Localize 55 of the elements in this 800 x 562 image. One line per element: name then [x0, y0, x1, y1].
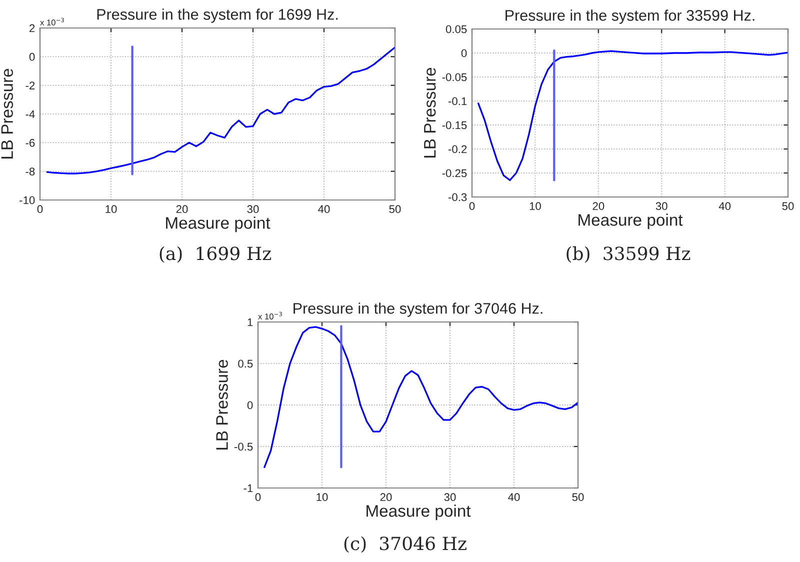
y-tick-label: -0.1 [448, 97, 467, 106]
text: (c) 37046 Hz [344, 536, 466, 553]
chart-title: Pressure in the system for 33599 Hz. [506, 10, 754, 24]
x-tick-label: 20 [380, 493, 392, 502]
y-tick-label: -4 [26, 110, 35, 118]
y-tick-label: -10 [20, 196, 35, 204]
x-tick-label: 30 [656, 202, 668, 210]
x-tick-label: 40 [508, 493, 520, 502]
chart-title: Pressure in the system for 1699 Hz. [97, 8, 338, 23]
y-tick-label: -0.5 [234, 442, 253, 451]
x-tick-label: 50 [572, 493, 584, 502]
y-tick-label: 2 [30, 24, 35, 32]
y-tick-label: -0.05 [442, 73, 467, 82]
y-tick-label: -1 [244, 484, 253, 492]
x-tick-label: 50 [782, 202, 794, 210]
y-tick-label: -0.15 [442, 121, 467, 130]
x-tick-label: 10 [316, 493, 328, 502]
x-tick-label: 40 [318, 205, 330, 214]
line-series [46, 46, 395, 174]
y-tick-label: 0 [461, 49, 467, 58]
y-axis-title: LB Pressure [1, 68, 14, 158]
x-tick-label: 10 [106, 205, 117, 214]
x-tick-label: 30 [444, 493, 456, 502]
x-tick-label: 0 [255, 493, 261, 502]
x-axis-title: Measure point [166, 216, 270, 232]
y-tick-label: -8 [26, 168, 35, 176]
x-tick-label: 40 [718, 202, 731, 210]
x-axis-title: Measure point [366, 504, 471, 520]
y-tick-label: -2 [26, 82, 35, 90]
x-tick-label: 10 [530, 202, 541, 210]
x-tick-label: 0 [469, 202, 475, 210]
y-tick-label: -0.2 [448, 145, 467, 154]
chart-title: Pressure in the system for 37046 Hz. [294, 302, 542, 317]
text: x 10$^{−3}$ [40, 18, 64, 26]
line-series [264, 326, 578, 468]
y-tick-label: 1 [248, 318, 253, 326]
text: x 10$^{−3}$ [258, 312, 282, 320]
y-axis-title: LB Pressure [216, 360, 228, 450]
y-tick-label: -0.3 [448, 193, 467, 202]
x-tick-label: 30 [247, 205, 259, 214]
line-series [477, 50, 788, 182]
y-tick-label: -6 [26, 138, 35, 147]
x-tick-label: 20 [592, 202, 604, 210]
x-axis-title: Measure point [578, 214, 683, 230]
y-tick-label: 0 [29, 52, 35, 61]
y-tick-label: 0.5 [238, 360, 253, 368]
x-tick-label: 0 [37, 205, 43, 214]
y-tick-label: 0 [247, 401, 253, 410]
text: (a) 1699 Hz [160, 246, 271, 263]
x-tick-label: 20 [176, 205, 188, 214]
y-axis-title: LB Pressure [424, 68, 436, 158]
y-tick-label: -0.25 [442, 169, 467, 178]
text: (b) 33599 Hz [566, 246, 690, 263]
x-tick-label: 50 [389, 205, 401, 214]
y-tick-label: 0.05 [446, 25, 467, 34]
